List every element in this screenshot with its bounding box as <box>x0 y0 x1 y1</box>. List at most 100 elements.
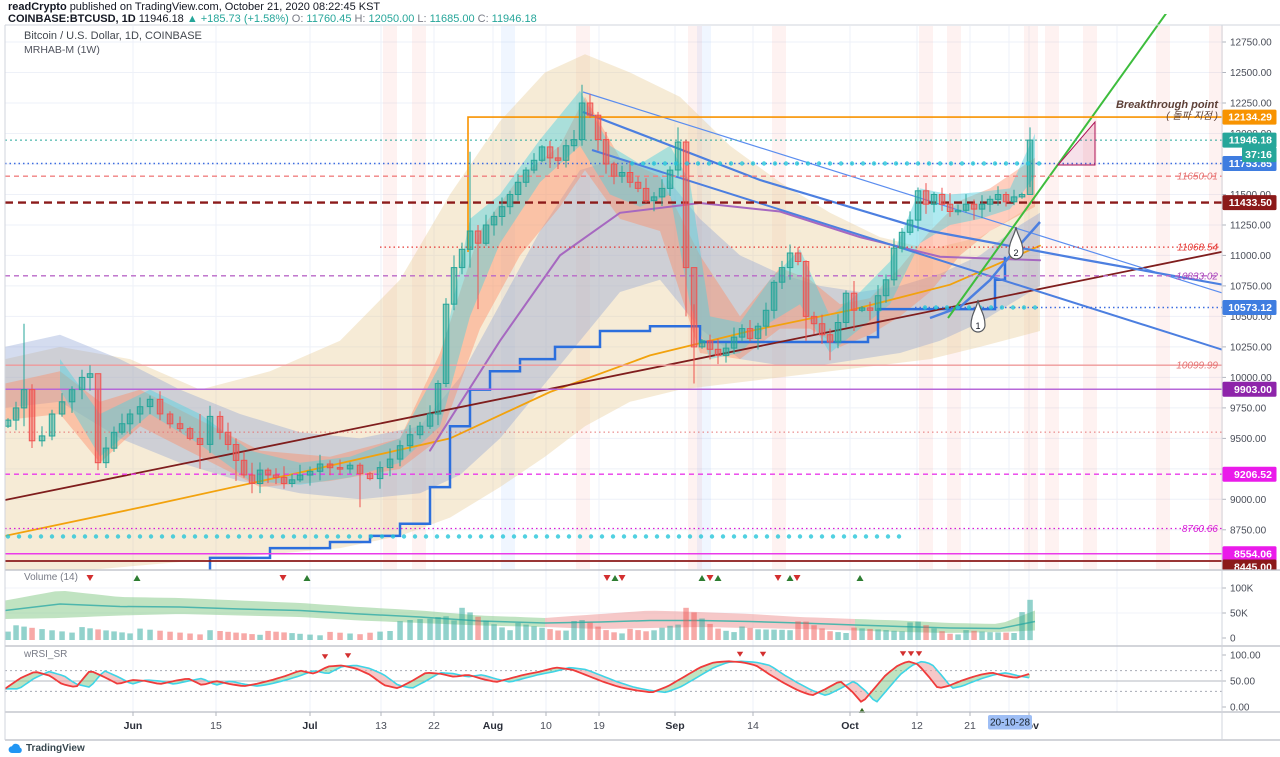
teal-dot <box>566 534 572 539</box>
teal-dot <box>643 534 649 539</box>
volume-bar <box>795 621 801 640</box>
rsi-ribbon <box>877 680 881 702</box>
chart-legend[interactable]: Bitcoin / U.S. Dollar, 1D, COINBASE MRHA… <box>24 29 202 57</box>
price-badge <box>1222 559 1277 570</box>
teal-dot <box>992 161 998 166</box>
teal-dot <box>819 534 825 539</box>
teal-dot <box>1021 305 1027 310</box>
legend-symbol: Bitcoin / U.S. Dollar, 1D, COINBASE <box>24 30 202 42</box>
publish-info: published on TradingView.com, October 21… <box>69 1 381 13</box>
volume-pane[interactable] <box>4 575 1036 641</box>
volume-bar <box>971 630 977 640</box>
candle-body <box>626 172 634 183</box>
candle-body <box>396 445 404 460</box>
rsi-pane[interactable] <box>4 651 1222 713</box>
candle-body <box>196 437 204 445</box>
buy-triangle-icon <box>714 575 722 581</box>
maroon-support-trendline[interactable] <box>5 240 1280 501</box>
volume-pane-label[interactable]: Volume (14) <box>24 572 78 583</box>
teal-dot <box>489 534 495 539</box>
volume-bar <box>337 632 343 640</box>
teal-dot <box>1014 161 1020 166</box>
teal-dot <box>632 534 638 539</box>
candle-body <box>1010 196 1018 203</box>
candle-body <box>866 307 874 311</box>
volume-bar <box>563 630 569 640</box>
volume-bar <box>475 616 481 640</box>
teal-dot <box>104 534 110 539</box>
candle-body <box>642 187 650 202</box>
balloon-marker-2[interactable] <box>1008 226 1024 260</box>
time-label-19: 19 <box>593 720 605 732</box>
teal-dot <box>412 534 418 539</box>
time-axis[interactable]: Jun15Jul1322Aug1019Sep14Oct1221Nov20-10-… <box>124 712 1039 732</box>
cloud-logo-icon <box>8 743 22 753</box>
rsi-pane-label[interactable]: wRSI_SR <box>24 649 68 660</box>
candle-body <box>216 415 224 433</box>
price-badge-text: 10573.12 <box>1228 302 1272 314</box>
volume-bar <box>5 631 11 640</box>
volume-bar <box>867 628 873 640</box>
teal-dot <box>478 534 484 539</box>
candle-body <box>562 145 570 161</box>
teal-dot <box>456 534 462 539</box>
teal-dot <box>654 534 660 539</box>
pink-triangle-drawing[interactable] <box>1056 120 1096 166</box>
price-badge <box>1222 381 1277 397</box>
teal-dot <box>786 534 792 539</box>
candle-body <box>954 209 962 213</box>
teal-dot <box>731 534 737 539</box>
volume-bar <box>739 626 745 640</box>
volume-bar <box>539 627 545 640</box>
candle-body <box>698 340 706 348</box>
volume-bar <box>289 633 295 640</box>
teal-dot <box>706 161 712 166</box>
balloon-marker-1[interactable] <box>970 299 986 333</box>
volume-bar <box>707 623 713 640</box>
price-pane[interactable] <box>5 8 1280 593</box>
candle-body <box>498 206 506 217</box>
volume-bar <box>571 621 577 640</box>
teal-dot <box>662 161 668 166</box>
candle-body <box>898 231 906 249</box>
candle-body <box>474 230 482 244</box>
candle-body <box>634 181 642 189</box>
price-axis[interactable]: 12750.0012500.0012250.0012000.0011500.00… <box>1222 38 1277 714</box>
candle-body <box>602 139 610 165</box>
teal-dot <box>999 305 1005 310</box>
teal-dot <box>599 534 605 539</box>
teal-dot <box>750 161 756 166</box>
volume-bar <box>635 630 641 640</box>
rsi-ribbon <box>389 678 393 688</box>
tradingview-logo[interactable]: TradingView <box>8 743 85 754</box>
blue-descending-thick[interactable] <box>591 149 1280 368</box>
teal-dot <box>577 534 583 539</box>
blue-descending-mid[interactable] <box>582 110 1280 295</box>
candle-body <box>386 458 394 469</box>
time-label-14: 14 <box>747 720 759 732</box>
orange-breakthrough-line[interactable] <box>467 116 1222 252</box>
close-value: 11946.18 <box>491 13 537 25</box>
volume-bar <box>579 620 585 640</box>
header: readCrypto published on TradingView.com, … <box>8 1 540 25</box>
high-label: H: <box>354 13 366 25</box>
candle-body <box>248 474 256 484</box>
teal-dot <box>148 534 154 539</box>
volume-bar <box>1019 612 1025 640</box>
volume-bar <box>779 629 785 640</box>
volume-bar <box>987 632 993 640</box>
candle-body <box>682 141 690 269</box>
candle-body <box>786 252 794 269</box>
candle-body <box>406 434 414 447</box>
teal-dot <box>335 534 341 539</box>
rsi-ribbon <box>921 661 925 673</box>
volume-bar <box>87 628 93 641</box>
candle-body <box>690 267 698 348</box>
time-label-Sep: Sep <box>665 720 684 732</box>
teal-dot <box>1032 305 1038 310</box>
rsi-axis-label: 100.00 <box>1230 651 1261 662</box>
rsi-ribbon <box>861 687 865 702</box>
volume-bar <box>357 634 363 640</box>
rsi-ribbon <box>881 675 885 697</box>
